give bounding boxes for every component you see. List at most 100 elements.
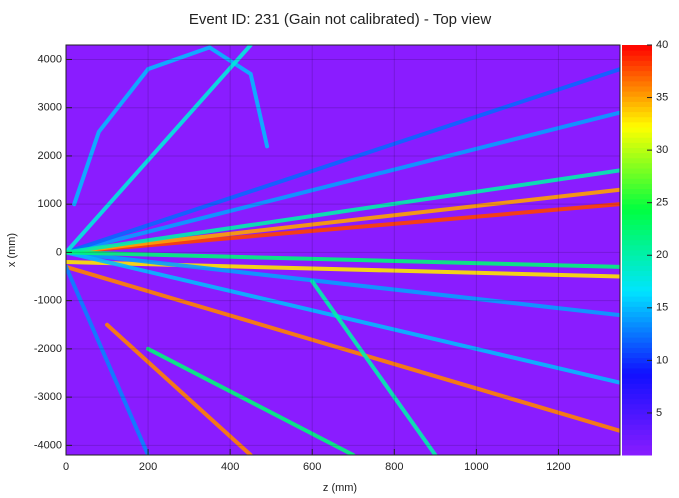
colorbar-cell bbox=[622, 444, 652, 451]
colorbar-cell bbox=[622, 157, 652, 164]
colorbar-cell bbox=[622, 357, 652, 364]
colorbar-cell bbox=[622, 121, 652, 128]
track bbox=[66, 250, 620, 318]
chart-title: Event ID: 231 (Gain not calibrated) - To… bbox=[189, 11, 492, 28]
y-tick-label: -3000 bbox=[34, 391, 62, 403]
y-tick-label: 1000 bbox=[38, 198, 62, 210]
colorbar-cell bbox=[622, 55, 652, 61]
track bbox=[146, 346, 356, 455]
track bbox=[66, 264, 620, 433]
colorbar-cell bbox=[622, 449, 652, 456]
colorbar-cell bbox=[622, 60, 652, 66]
colorbar-cell bbox=[622, 198, 652, 205]
x-tick-label: 200 bbox=[139, 461, 157, 473]
track bbox=[66, 187, 620, 255]
colorbar-cell bbox=[622, 332, 652, 338]
colorbar-cell bbox=[622, 214, 652, 220]
colorbar-cell bbox=[622, 80, 652, 87]
track bbox=[66, 110, 620, 255]
colorbar-cell bbox=[622, 244, 652, 251]
colorbar-cell bbox=[622, 403, 652, 410]
track bbox=[72, 45, 270, 207]
colorbar-tick-label: 15 bbox=[656, 302, 668, 314]
colorbar-cell bbox=[622, 429, 652, 435]
colorbar-cell bbox=[622, 45, 652, 51]
x-tick-label: 600 bbox=[303, 461, 321, 473]
colorbar-cell bbox=[622, 393, 652, 400]
plot-background bbox=[66, 45, 620, 455]
colorbar-cell bbox=[622, 280, 652, 287]
colorbar-cell bbox=[622, 362, 652, 369]
track bbox=[310, 279, 438, 455]
colorbar-cell bbox=[622, 270, 652, 277]
colorbar-cell bbox=[622, 229, 652, 236]
colorbar-cell bbox=[622, 168, 652, 174]
colorbar-cell bbox=[622, 378, 652, 384]
colorbar-cell bbox=[622, 337, 652, 343]
colorbar-tick-label: 35 bbox=[656, 91, 668, 103]
track bbox=[66, 250, 620, 385]
track bbox=[66, 264, 151, 455]
colorbar-cell bbox=[622, 419, 652, 425]
colorbar-cell bbox=[622, 183, 652, 189]
colorbar-cell bbox=[622, 316, 652, 323]
colorbar-cell bbox=[622, 224, 652, 230]
track bbox=[66, 202, 620, 255]
colorbar-cell bbox=[622, 424, 652, 430]
colorbar-tick-label: 30 bbox=[656, 144, 668, 156]
colorbar-cell bbox=[622, 311, 652, 318]
colorbar-cell bbox=[622, 209, 652, 215]
colorbar-tick-label: 5 bbox=[656, 407, 662, 419]
x-tick-label: 800 bbox=[385, 461, 403, 473]
colorbar-cell bbox=[622, 178, 652, 184]
x-tick-label: 0 bbox=[63, 461, 69, 473]
colorbar-cell bbox=[622, 147, 652, 154]
colorbar-cell bbox=[622, 414, 652, 420]
x-tick-label: 400 bbox=[221, 461, 239, 473]
colorbar-cell bbox=[622, 116, 652, 123]
colorbar-cell bbox=[622, 193, 652, 200]
colorbar-cell bbox=[622, 255, 652, 261]
colorbar-cell bbox=[622, 306, 652, 312]
colorbar-cell bbox=[622, 132, 652, 138]
colorbar-cell bbox=[622, 65, 652, 72]
colorbar-cell bbox=[622, 398, 652, 405]
y-axis-label: x (mm) bbox=[6, 233, 18, 267]
colorbar-cell bbox=[622, 106, 652, 113]
y-tick-label: 0 bbox=[56, 246, 62, 258]
colorbar-cell bbox=[622, 152, 652, 159]
colorbar-cell bbox=[622, 321, 652, 328]
colorbar-cell bbox=[622, 127, 652, 133]
colorbar-cell bbox=[622, 75, 652, 82]
colorbar-cell bbox=[622, 173, 652, 179]
colorbar-cell bbox=[622, 326, 652, 333]
colorbar-cell bbox=[622, 383, 652, 389]
colorbar-cell bbox=[622, 265, 652, 271]
colorbar-cell bbox=[622, 219, 652, 225]
colorbar-cell bbox=[622, 96, 652, 102]
track bbox=[66, 168, 620, 255]
colorbar-cell bbox=[622, 342, 652, 348]
colorbar-cell bbox=[622, 301, 652, 307]
tracks bbox=[66, 45, 620, 455]
x-axis-label: z (mm) bbox=[323, 482, 357, 494]
colorbar-cell bbox=[622, 250, 652, 256]
colorbar-cell bbox=[622, 367, 652, 374]
colorbar-cell bbox=[622, 285, 652, 292]
colorbar-cell bbox=[622, 234, 652, 241]
track bbox=[66, 67, 620, 255]
track bbox=[105, 322, 253, 455]
colorbar-cell bbox=[622, 111, 652, 118]
colorbar-cell bbox=[622, 408, 652, 415]
colorbar-cell bbox=[622, 373, 652, 379]
colorbar-cell bbox=[622, 296, 652, 302]
colorbar-cell bbox=[622, 239, 652, 246]
track bbox=[66, 45, 253, 255]
colorbar-cell bbox=[622, 439, 652, 446]
colorbar-cell bbox=[622, 291, 652, 297]
colorbar-tick-label: 20 bbox=[656, 249, 668, 261]
colorbar-cell bbox=[622, 142, 652, 148]
colorbar-cell bbox=[622, 101, 652, 107]
colorbar-cell bbox=[622, 188, 652, 195]
